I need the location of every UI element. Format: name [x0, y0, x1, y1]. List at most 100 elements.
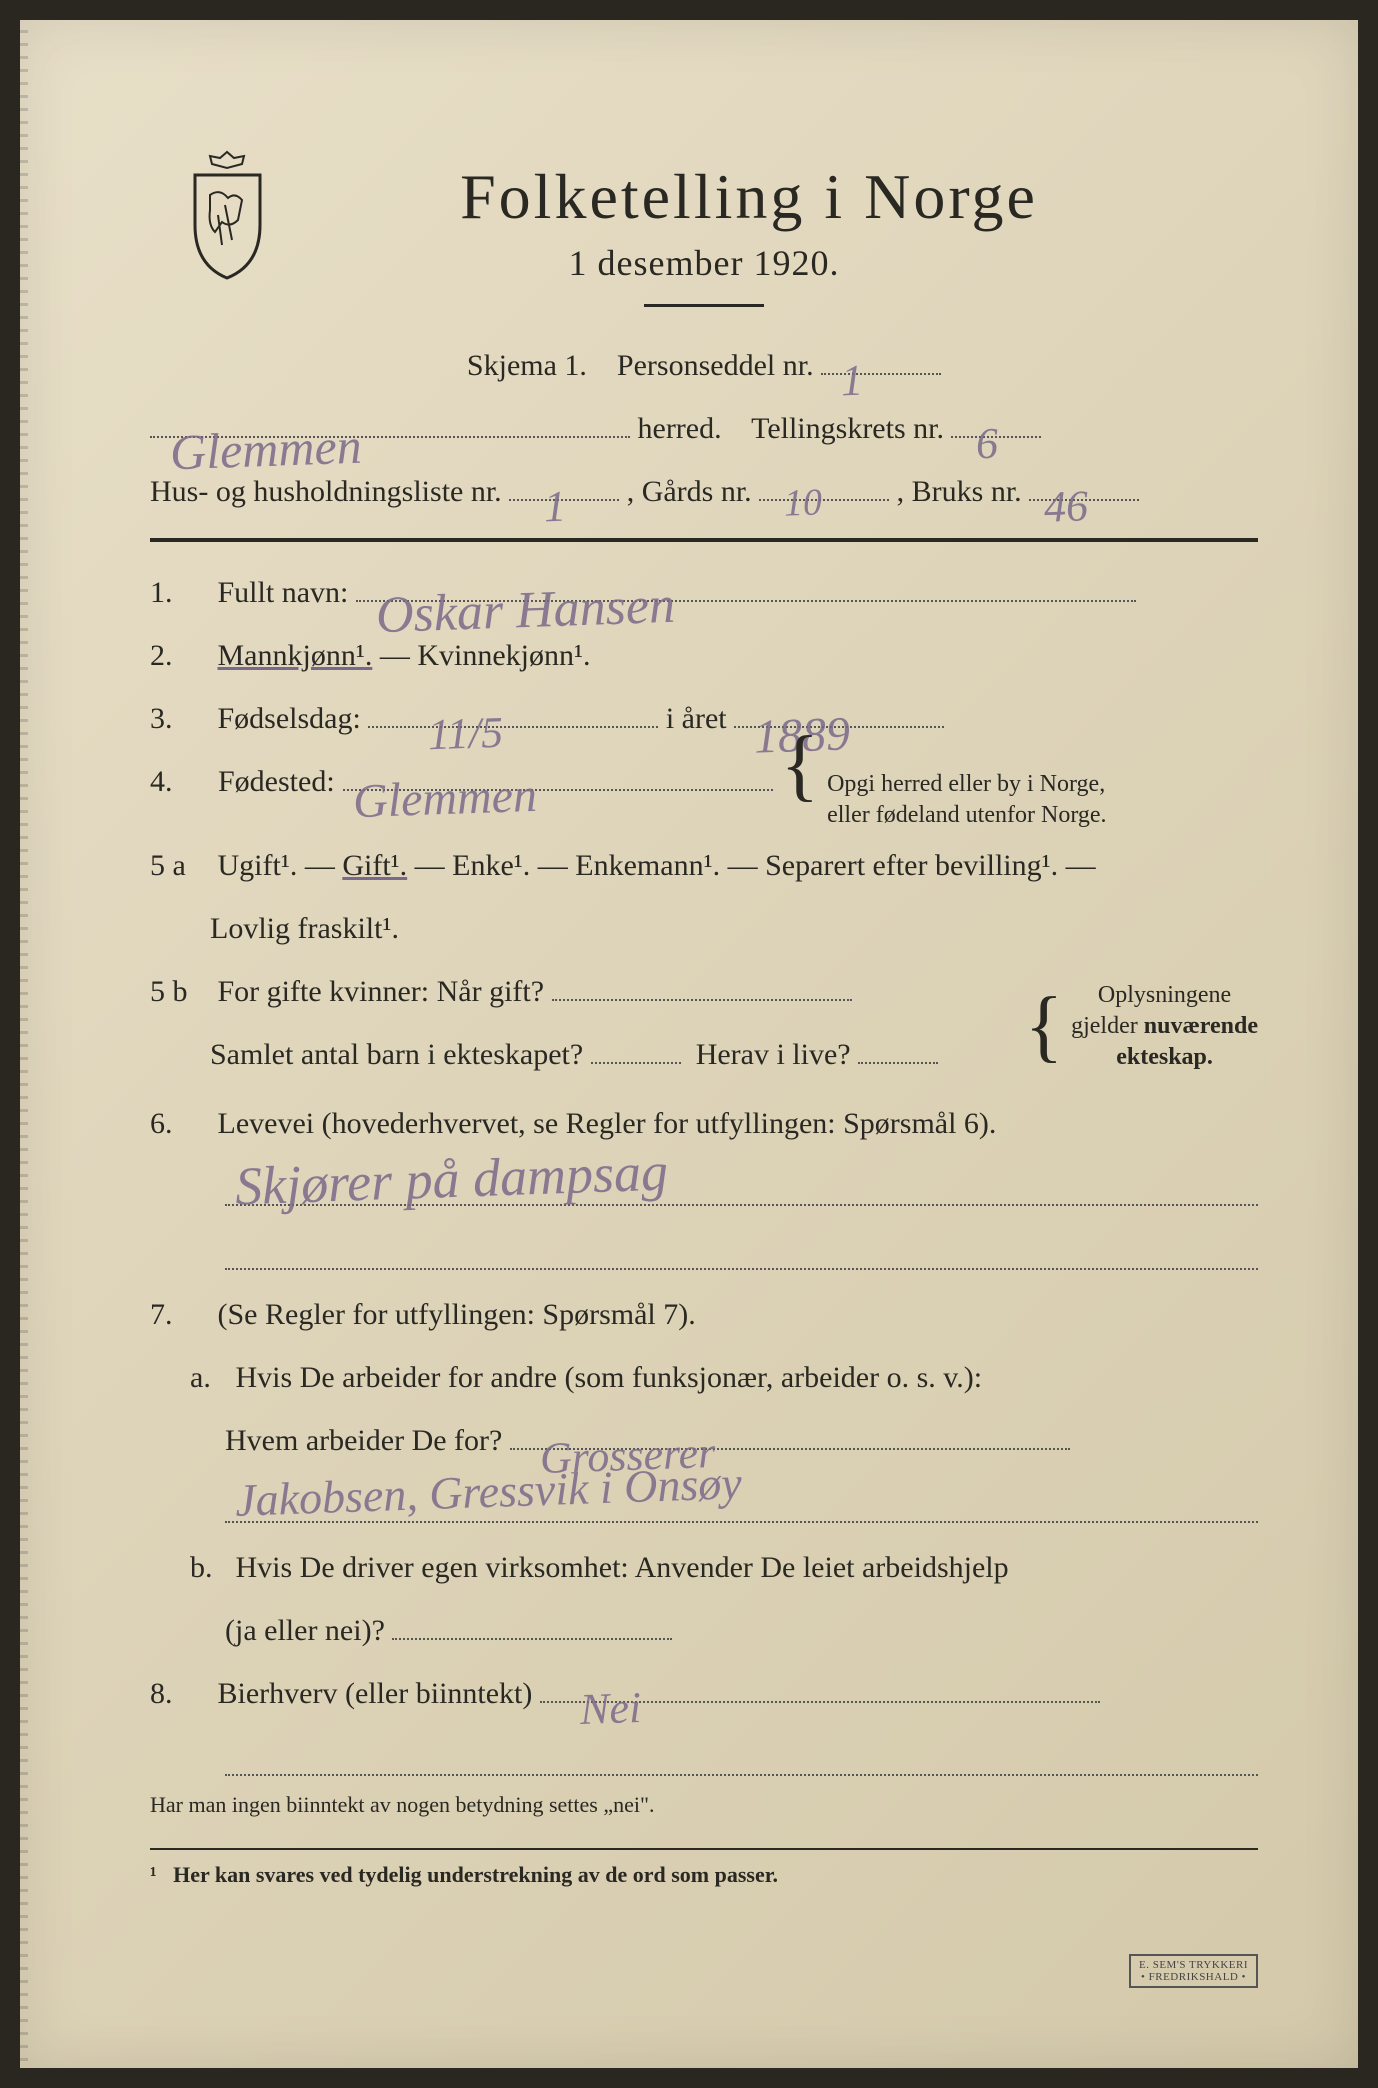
- q7a-num: a.: [190, 1349, 228, 1406]
- q6-field-2: [225, 1222, 1258, 1270]
- q5b-line2: Samlet antal barn i ekteskapet? Herav i …: [150, 1026, 1017, 1083]
- skjema-label: Skjema 1.: [467, 349, 587, 382]
- q5b-field2: [591, 1062, 681, 1064]
- q3-line: 3. Fødselsdag: 11/5 i året 1889: [150, 690, 1258, 747]
- q5b-field1: [552, 999, 852, 1001]
- q6-field: Skjører på dampsag: [225, 1158, 1258, 1206]
- personseddel-label: Personseddel nr.: [617, 349, 814, 382]
- q4-note1: Opgi herred eller by i Norge,: [827, 771, 1105, 797]
- q5b-label1: For gifte kvinner: Når gift?: [218, 975, 545, 1008]
- q8-label: Bierhverv (eller biinntekt): [218, 1677, 533, 1710]
- footnote-1: Har man ingen biinntekt av nogen betydni…: [150, 1792, 1258, 1818]
- husliste-line: Hus- og husholdningsliste nr. 1 , Gårds …: [150, 463, 1258, 520]
- q5a-line2: Lovlig fraskilt¹.: [150, 900, 1258, 957]
- q3-mid: i året: [666, 702, 727, 735]
- q5a-num: 5 a: [150, 837, 210, 894]
- q1-field: Oskar Hansen: [356, 600, 1136, 602]
- header-divider: [644, 304, 764, 307]
- q5b-note1: Oplysningene: [1098, 982, 1231, 1008]
- q2-female: Kvinnekjønn¹.: [417, 639, 590, 672]
- q5a-options: Ugift¹. — Gift¹. — Enke¹. — Enkemann¹. —…: [218, 849, 1096, 882]
- herred-field: Glemmen: [150, 436, 630, 438]
- gards-value: 10: [783, 466, 823, 539]
- q5b-field3: [858, 1062, 938, 1064]
- header: Folketelling i Norge 1 desember 1920.: [150, 160, 1258, 307]
- bruks-field: 46: [1029, 499, 1139, 501]
- herred-line: Glemmen herred. Tellingskrets nr. 6: [150, 400, 1258, 457]
- q8-line: 8. Bierhverv (eller biinntekt) Nei: [150, 1665, 1258, 1722]
- q6-line: 6. Levevei (hovederhvervet, se Regler fo…: [150, 1095, 1258, 1152]
- q2-male: Mannkjønn¹.: [218, 639, 373, 672]
- questions: 1. Fullt navn: Oskar Hansen 2. Mannkjønn…: [150, 564, 1258, 1776]
- stamp-line1: E. SEM'S TRYKKERI: [1139, 1959, 1248, 1971]
- q6-label: Levevei (hovederhvervet, se Regler for u…: [218, 1107, 997, 1140]
- q7-label: (Se Regler for utfyllingen: Spørsmål 7).: [218, 1298, 696, 1331]
- gards-label: , Gårds nr.: [627, 475, 752, 508]
- husliste-label: Hus- og husholdningsliste nr.: [150, 475, 502, 508]
- q5b-note2: gjelder nuværende: [1071, 1013, 1258, 1039]
- q7b-q-line: (ja eller nei)?: [150, 1602, 1258, 1659]
- q2-dash: —: [380, 639, 418, 672]
- main-title: Folketelling i Norge: [150, 160, 1258, 234]
- q4-num: 4.: [150, 753, 210, 810]
- footnote-marker: ¹: [150, 1862, 157, 1887]
- q3-year-field: 1889: [734, 726, 944, 728]
- q4-label: Fødested:: [218, 753, 335, 810]
- printer-stamp: E. SEM'S TRYKKERI • FREDRIKSHALD •: [1129, 1954, 1258, 1988]
- q5b-num: 5 b: [150, 963, 210, 1020]
- q4-line: 4. Fødested: Glemmen { Opgi herred eller…: [150, 753, 1258, 831]
- q1-line: 1. Fullt navn: Oskar Hansen: [150, 564, 1258, 621]
- bruks-label: , Bruks nr.: [897, 475, 1022, 508]
- q7a-field1: Grosserer: [510, 1448, 1070, 1450]
- q7b-field: [392, 1638, 672, 1640]
- q3-num: 3.: [150, 690, 210, 747]
- subtitle: 1 desember 1920.: [150, 242, 1258, 284]
- footnote-2-text: Her kan svares ved tydelig understreknin…: [173, 1862, 778, 1887]
- q4-note: Opgi herred eller by i Norge, eller føde…: [827, 769, 1106, 831]
- q4-field: Glemmen: [343, 789, 773, 791]
- q5b-label3: Herav i live?: [696, 1038, 851, 1071]
- q7-line: 7. (Se Regler for utfyllingen: Spørsmål …: [150, 1286, 1258, 1343]
- q5b-block: 5 b For gifte kvinner: Når gift? Samlet …: [150, 963, 1258, 1089]
- q7b-label: Hvis De driver egen virksomhet: Anvender…: [236, 1551, 1009, 1584]
- q7a-q: Hvem arbeider De for?: [225, 1424, 502, 1457]
- tellingskrets-label: Tellingskrets nr.: [751, 412, 944, 445]
- q6-num: 6.: [150, 1095, 210, 1152]
- q5a-line: 5 a Ugift¹. — Gift¹. — Enke¹. — Enkemann…: [150, 837, 1258, 894]
- q8-field-2: [225, 1728, 1258, 1776]
- q7b-line: b. Hvis De driver egen virksomhet: Anven…: [150, 1539, 1258, 1596]
- gards-field: 10: [759, 499, 889, 501]
- q3-label: Fødselsdag:: [218, 702, 361, 735]
- q6-value: Skjører på dampsag: [234, 1141, 669, 1218]
- q4-value: Glemmen: [351, 750, 538, 848]
- q7a-line: a. Hvis De arbeider for andre (som funks…: [150, 1349, 1258, 1406]
- tellingskrets-field: 6: [951, 436, 1041, 438]
- q5b-line1: 5 b For gifte kvinner: Når gift?: [150, 963, 1017, 1020]
- q4-note2: eller fødeland utenfor Norge.: [827, 802, 1106, 828]
- coat-of-arms-icon: [180, 150, 275, 280]
- herred-label: herred.: [638, 412, 722, 445]
- footnote-2: ¹ Her kan svares ved tydelig understrekn…: [150, 1862, 1258, 1888]
- footer-divider: [150, 1848, 1258, 1850]
- q7a-label: Hvis De arbeider for andre (som funksjon…: [236, 1361, 983, 1394]
- q2-line: 2. Mannkjønn¹. — Kvinnekjønn¹.: [150, 627, 1258, 684]
- section-divider: [150, 538, 1258, 542]
- q7-num: 7.: [150, 1286, 210, 1343]
- personseddel-field: 1: [821, 373, 941, 375]
- q5b-note3: ekteskap.: [1116, 1044, 1213, 1070]
- q1-num: 1.: [150, 564, 210, 621]
- q3-day-field: 11/5: [368, 726, 658, 728]
- q5b-note: Oplysningene gjelder nuværende ekteskap.: [1071, 980, 1258, 1074]
- q7b-q: (ja eller nei)?: [225, 1614, 385, 1647]
- document-page: Folketelling i Norge 1 desember 1920. Sk…: [20, 20, 1358, 2068]
- husliste-value: 1: [543, 465, 568, 549]
- stamp-line2: • FREDRIKSHALD •: [1141, 1971, 1246, 1983]
- q8-field: Nei: [540, 1701, 1100, 1703]
- q7a-field2: Jakobsen, Gressvik i Onsøy: [225, 1475, 1258, 1523]
- q5a-line2-text: Lovlig fraskilt¹.: [210, 912, 399, 945]
- q2-num: 2.: [150, 627, 210, 684]
- skjema-line: Skjema 1. Personseddel nr. 1: [150, 337, 1258, 394]
- q5b-label2: Samlet antal barn i ekteskapet?: [210, 1038, 583, 1071]
- q8-num: 8.: [150, 1665, 210, 1722]
- q7b-num: b.: [190, 1539, 228, 1596]
